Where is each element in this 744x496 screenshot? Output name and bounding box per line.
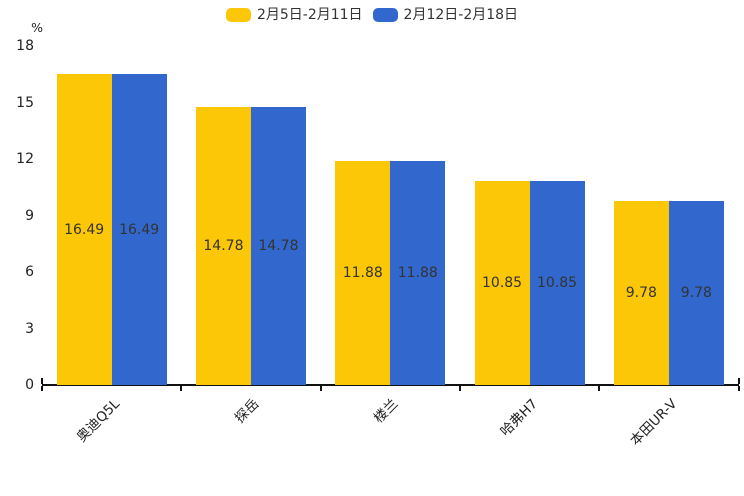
bar-series2-奥迪Q5L[interactable]	[111, 74, 167, 385]
legend: 2月5日-2月11日 2月12日-2月18日	[0, 7, 744, 23]
x-axis-tick	[319, 386, 322, 391]
x-axis-category-label: 本田UR-V	[627, 396, 681, 450]
x-axis-tick	[41, 386, 43, 391]
x-axis-category-label: 奥迪Q5L	[73, 396, 123, 446]
y-axis-tick-label: 3	[25, 320, 34, 337]
legend-label: 2月12日-2月18日	[403, 7, 519, 23]
legend-item-series2[interactable]: 2月12日-2月18日	[372, 7, 519, 23]
bar-series1-楼兰[interactable]	[335, 161, 391, 385]
bar-series1-哈弗H7[interactable]	[474, 180, 530, 385]
legend-swatch-icon	[372, 8, 398, 22]
y-axis-unit-label: %	[31, 20, 43, 35]
legend-swatch-icon	[225, 8, 251, 22]
x-axis-category-label: 探岳	[231, 396, 263, 427]
y-axis-tick-label: 18	[16, 38, 34, 54]
bar-series2-本田UR-V[interactable]	[668, 200, 724, 385]
bar-series1-本田UR-V[interactable]	[613, 200, 669, 385]
x-axis-line	[42, 384, 739, 386]
x-axis-tick	[737, 386, 740, 391]
legend-item-series1[interactable]: 2月5日-2月11日	[225, 7, 363, 23]
y-axis-tick-label: 15	[16, 94, 34, 111]
y-axis-tick-label: 12	[16, 151, 34, 167]
bar-series1-探岳[interactable]	[195, 106, 251, 385]
y-axis-tick-label: 0	[25, 377, 34, 393]
bar-series2-哈弗H7[interactable]	[529, 180, 585, 385]
legend-label: 2月5日-2月11日	[256, 7, 363, 23]
x-axis-tick	[458, 386, 461, 391]
x-axis-category-label: 楼兰	[371, 396, 402, 427]
x-axis-tick	[598, 386, 601, 391]
bar-series2-楼兰[interactable]	[390, 161, 446, 385]
x-axis-endcap	[41, 378, 43, 384]
x-axis-endcap	[737, 378, 740, 384]
bar-series2-探岳[interactable]	[250, 106, 306, 385]
x-axis-category-label: 哈弗H7	[497, 396, 541, 440]
bar-series1-奥迪Q5L[interactable]	[56, 74, 112, 385]
x-axis-tick	[180, 386, 183, 391]
y-axis-tick-label: 9	[25, 207, 34, 224]
y-axis-tick-label: 6	[25, 264, 34, 280]
